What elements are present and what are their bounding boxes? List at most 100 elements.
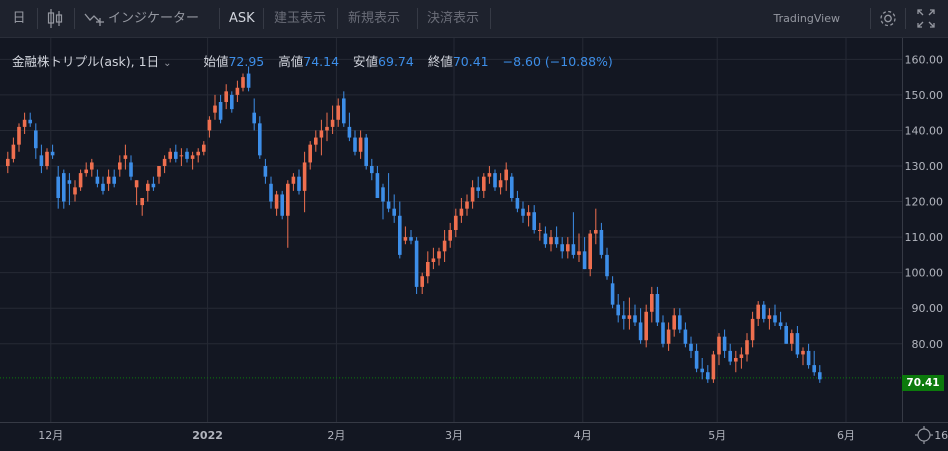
candle-body <box>498 180 503 188</box>
candle-body <box>582 251 587 270</box>
candle-body <box>202 144 206 152</box>
candle <box>174 144 178 163</box>
candle-body <box>650 294 654 312</box>
candle <box>476 176 480 198</box>
candle <box>616 294 620 323</box>
symbol-title[interactable]: 金融株トリプル(ask), 1日 <box>12 54 160 69</box>
candle <box>280 190 284 220</box>
indicators-button[interactable]: インジケーター <box>108 11 200 26</box>
candle <box>409 230 413 245</box>
period-button[interactable]: 日 <box>12 11 26 26</box>
candle-body <box>190 155 195 159</box>
time-tick-label: 6月 <box>837 429 855 442</box>
candle <box>308 141 312 170</box>
candle <box>465 194 469 216</box>
candle-body <box>750 318 755 341</box>
candle <box>168 148 172 163</box>
ask-toggle[interactable]: ASK <box>229 11 255 26</box>
price-tick-label: 90.00 <box>912 302 944 315</box>
candle-body <box>157 166 161 177</box>
candle-body <box>717 336 721 355</box>
candle <box>739 347 744 369</box>
candle-body <box>258 123 262 156</box>
candle <box>818 365 822 383</box>
candle <box>330 105 335 134</box>
price-tick-label: 100.00 <box>905 267 944 280</box>
candle-body <box>230 94 234 110</box>
candle-body <box>34 130 38 149</box>
open-value: 72.95 <box>228 54 265 69</box>
candle-body <box>95 176 100 184</box>
position-display-button[interactable]: 建玉表示 <box>274 11 327 26</box>
time-tick-label: 3月 <box>445 429 463 442</box>
candle <box>67 173 72 206</box>
candle <box>218 94 223 124</box>
candle-body <box>543 233 548 245</box>
candle-body <box>381 187 385 202</box>
candle <box>778 311 783 330</box>
candle-body <box>207 119 212 131</box>
candle-body <box>386 201 391 209</box>
candle-body <box>594 230 598 234</box>
chevron-down-icon[interactable]: ⌄ <box>163 58 172 69</box>
candle <box>347 112 352 142</box>
candle <box>420 272 424 294</box>
candlestick-chart[interactable] <box>0 38 942 422</box>
candle <box>297 169 301 195</box>
candle <box>381 183 385 220</box>
candle <box>790 329 794 351</box>
gear-icon[interactable] <box>878 0 898 37</box>
candle <box>510 173 514 202</box>
candle-body <box>622 315 626 319</box>
candle <box>734 350 738 373</box>
candlestick-icon[interactable] <box>46 0 66 37</box>
candle-body <box>818 372 822 380</box>
candle-body <box>633 315 637 323</box>
candle-body <box>431 258 436 262</box>
price-tick-label: 110.00 <box>905 231 944 244</box>
candle <box>487 166 492 184</box>
indicators-icon[interactable] <box>84 0 106 37</box>
candle <box>45 148 49 170</box>
candle <box>364 134 368 170</box>
timezone-icon[interactable] <box>915 426 933 444</box>
toolbar-divider <box>74 8 75 29</box>
fullscreen-icon[interactable] <box>916 0 936 37</box>
candle <box>795 326 800 358</box>
candle <box>588 230 592 277</box>
candle <box>470 180 475 209</box>
candle-body <box>174 151 178 159</box>
candle <box>442 230 447 262</box>
candle-body <box>112 176 116 184</box>
candle-body <box>493 173 497 188</box>
candle-body <box>437 251 441 259</box>
candle <box>246 66 251 92</box>
candle-body <box>610 283 615 305</box>
candle-body <box>123 155 128 159</box>
new-order-display-button[interactable]: 新規表示 <box>348 11 401 26</box>
chart-pane[interactable] <box>0 38 942 422</box>
candle-body <box>532 212 536 230</box>
candle <box>286 180 290 248</box>
candle-body <box>414 240 419 287</box>
candle-body <box>319 130 324 138</box>
candle <box>291 173 296 191</box>
candle <box>370 158 374 181</box>
candle <box>252 98 256 131</box>
price-axis[interactable]: 160.00 150.00 140.00 130.00 120.00 110.00 100.… <box>902 38 948 422</box>
settlement-display-button[interactable]: 決済表示 <box>427 11 480 26</box>
candle <box>661 315 665 348</box>
candle <box>459 198 464 223</box>
toolbar-divider <box>337 8 338 29</box>
candle-body <box>745 340 749 355</box>
candle-body <box>392 208 396 216</box>
candle-body <box>218 102 223 120</box>
tradingview-logo: TradingView <box>773 12 840 25</box>
candle-body <box>291 176 296 184</box>
candle-body <box>185 151 189 159</box>
time-axis[interactable]: 12月 2022 2月 3月 4月 5月 6月 16 <box>0 422 948 447</box>
candle-body <box>45 151 49 166</box>
candle <box>784 322 788 344</box>
candle-body <box>459 208 464 216</box>
candle <box>711 350 716 383</box>
